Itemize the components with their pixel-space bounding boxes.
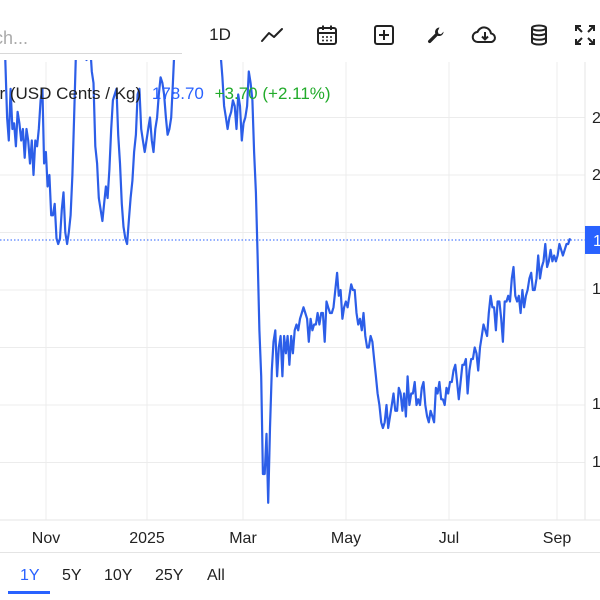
timeframe-button[interactable]: 1D bbox=[205, 20, 235, 50]
x-tick-label: 2025 bbox=[129, 530, 165, 547]
range-10y-button[interactable]: 10Y bbox=[104, 567, 133, 584]
settings-button[interactable] bbox=[422, 20, 452, 50]
y-tick-label: 1 bbox=[592, 454, 600, 471]
y-tick-label: 1 bbox=[592, 396, 600, 413]
range-all-button[interactable]: All bbox=[207, 567, 225, 584]
search-input[interactable] bbox=[0, 26, 174, 50]
instrument-label: er (USD Cents / Kg) bbox=[0, 84, 142, 103]
range-selector: 1Y 5Y 10Y 25Y All bbox=[0, 552, 600, 600]
date-range-button[interactable] bbox=[312, 20, 342, 50]
x-tick-label: Mar bbox=[229, 530, 257, 547]
y-tick-label: 2 bbox=[592, 167, 600, 184]
add-square-icon bbox=[374, 25, 394, 45]
x-tick-label: Jul bbox=[439, 530, 459, 547]
fullscreen-button[interactable] bbox=[570, 20, 600, 50]
range-1y-button[interactable]: 1Y bbox=[20, 567, 40, 584]
last-price-tag-label: 1 bbox=[593, 233, 600, 250]
y-axis-labels: 222111 bbox=[592, 110, 600, 471]
database-icon bbox=[531, 24, 547, 46]
wrench-icon bbox=[428, 27, 444, 44]
range-5y-button[interactable]: 5Y bbox=[62, 567, 82, 584]
calendar-icon bbox=[317, 25, 337, 45]
price-change: +3.70 (+2.11%) bbox=[214, 84, 331, 103]
range-25y-button[interactable]: 25Y bbox=[155, 567, 184, 584]
x-tick-label: May bbox=[331, 530, 361, 547]
chart-toolbar: 1D bbox=[0, 0, 600, 70]
x-tick-label: Sep bbox=[543, 530, 572, 547]
price-series-line bbox=[4, 60, 572, 504]
cloud-download-icon bbox=[471, 26, 496, 43]
download-button[interactable] bbox=[470, 20, 500, 50]
chart-grid bbox=[0, 62, 600, 521]
y-tick-label: 2 bbox=[592, 110, 600, 127]
last-price: 178.70 bbox=[151, 84, 204, 103]
chart-type-button[interactable] bbox=[258, 20, 288, 50]
timeframe-label: 1D bbox=[209, 25, 231, 44]
quote-line: er (USD Cents / Kg) 178.70 +3.70 (+2.11%… bbox=[0, 84, 337, 106]
x-axis-labels: Nov 2025 Mar May Jul Sep bbox=[32, 530, 572, 547]
data-button[interactable] bbox=[524, 20, 554, 50]
fullscreen-icon bbox=[575, 25, 595, 45]
y-tick-label: 1 bbox=[592, 281, 600, 298]
x-tick-label: Nov bbox=[32, 530, 60, 547]
last-price-tag-bg bbox=[585, 225, 600, 254]
last-price-tag: 1 bbox=[585, 225, 600, 254]
active-range-indicator bbox=[8, 591, 50, 594]
line-chart-icon bbox=[261, 28, 283, 42]
compare-button[interactable] bbox=[369, 20, 399, 50]
symbol-search[interactable] bbox=[0, 20, 182, 54]
